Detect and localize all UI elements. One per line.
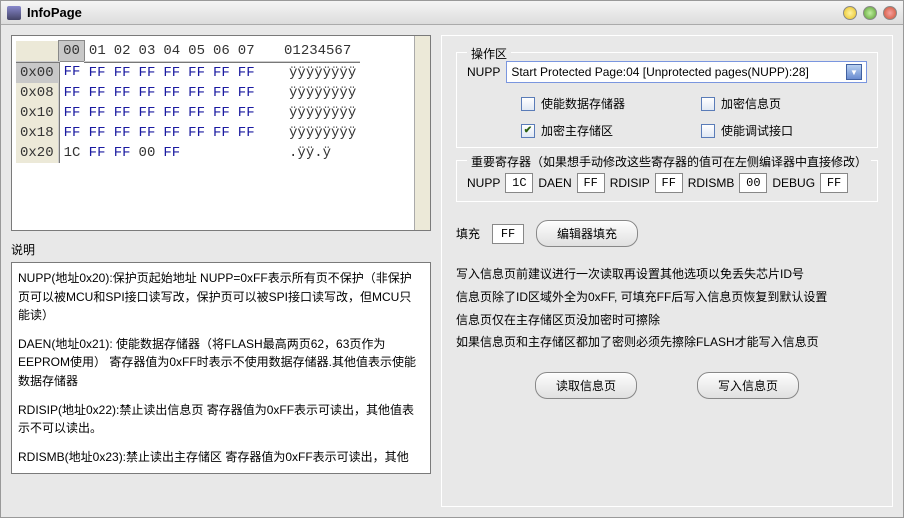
maximize-button[interactable] [863, 6, 877, 20]
fill-editor-button[interactable]: 编辑器填充 [536, 220, 638, 247]
description-label: 说明 [11, 241, 431, 258]
checkbox-box: ✔ [521, 124, 535, 138]
nupp-label: NUPP [467, 65, 500, 79]
checkbox-label: 使能调试接口 [721, 122, 793, 139]
fill-input[interactable] [492, 224, 524, 244]
content-area: 0001020304050607012345670x00FFFFFFFFFFFF… [1, 25, 903, 517]
reg-rdismb-input[interactable] [739, 173, 767, 193]
desc-line: NUPP(地址0x20):保护页起始地址 NUPP=0xFF表示所有页不保护（非… [18, 271, 412, 285]
app-icon [7, 6, 21, 20]
registers-legend: 重要寄存器（如果想手动修改这些寄存器的值可在左侧编译器中直接修改） [467, 153, 871, 170]
checkbox-data-storage[interactable]: 使能数据存储器 [521, 95, 661, 112]
close-button[interactable] [883, 6, 897, 20]
desc-line: 能读） [18, 308, 54, 322]
fill-row: 填充 编辑器填充 [456, 220, 878, 247]
nupp-dropdown[interactable]: Start Protected Page:04 [Unprotected pag… [506, 61, 867, 83]
hex-table: 0001020304050607012345670x00FFFFFFFFFFFF… [16, 40, 360, 163]
desc-line: 页可以被MCU和SPI接口读写改，保护页可以被SPI接口读写改，但MCU只 [18, 290, 411, 304]
checkbox-box [701, 124, 715, 138]
nupp-row: NUPP Start Protected Page:04 [Unprotecte… [467, 61, 867, 83]
note-line: 信息页仅在主存储区页没加密时可擦除 [456, 309, 878, 332]
notes-block: 写入信息页前建议进行一次读取再设置其他选项以免丢失芯片ID号 信息页除了ID区域… [456, 263, 878, 354]
left-column: 0001020304050607012345670x00FFFFFFFFFFFF… [11, 35, 431, 507]
desc-line: RDISIP(地址0x22):禁止读出信息页 寄存器值为0xFF表示可读出，其他… [18, 403, 414, 417]
right-panel: 操作区 NUPP Start Protected Page:04 [Unprot… [441, 35, 893, 507]
checkbox-box [701, 97, 715, 111]
window-title: InfoPage [27, 5, 843, 20]
reg-nupp-label: NUPP [467, 176, 500, 190]
chevron-down-icon: ▼ [846, 64, 862, 80]
hex-editor[interactable]: 0001020304050607012345670x00FFFFFFFFFFFF… [11, 35, 431, 231]
description-textarea[interactable]: NUPP(地址0x20):保护页起始地址 NUPP=0xFF表示所有页不保护（非… [11, 262, 431, 474]
reg-daen-input[interactable] [577, 173, 605, 193]
app-window: InfoPage 0001020304050607012345670x00FFF… [0, 0, 904, 518]
reg-daen-label: DAEN [538, 176, 571, 190]
checkbox-debug[interactable]: 使能调试接口 [701, 122, 841, 139]
checkbox-label: 加密信息页 [721, 95, 781, 112]
desc-line: 示不可以读出。 [18, 421, 102, 435]
action-buttons: 读取信息页 写入信息页 [456, 372, 878, 399]
checkbox-encrypt-info[interactable]: 加密信息页 [701, 95, 841, 112]
checkbox-encrypt-main[interactable]: ✔ 加密主存储区 [521, 122, 661, 139]
checkbox-group: 使能数据存储器 加密信息页 ✔ 加密主存储区 使能调试接口 [467, 95, 867, 139]
checkbox-label: 使能数据存储器 [541, 95, 625, 112]
write-info-button[interactable]: 写入信息页 [697, 372, 799, 399]
checkbox-box [521, 97, 535, 111]
minimize-button[interactable] [843, 6, 857, 20]
titlebar: InfoPage [1, 1, 903, 25]
hex-scrollbar[interactable] [414, 36, 430, 230]
note-line: 信息页除了ID区域外全为0xFF, 可填充FF后写入信息页恢复到默认设置 [456, 286, 878, 309]
registers-fieldset: 重要寄存器（如果想手动修改这些寄存器的值可在左侧编译器中直接修改） NUPP D… [456, 160, 878, 202]
dropdown-text: Start Protected Page:04 [Unprotected pag… [511, 65, 846, 79]
registers-row: NUPP DAEN RDISIP RDISMB DEBUG [467, 173, 867, 193]
read-info-button[interactable]: 读取信息页 [535, 372, 637, 399]
reg-rdisip-label: RDISIP [610, 176, 650, 190]
desc-line: RDISMB(地址0x23):禁止读出主存储区 寄存器值为0xFF表示可读出，其… [18, 448, 424, 467]
reg-nupp-input[interactable] [505, 173, 533, 193]
reg-rdismb-label: RDISMB [688, 176, 735, 190]
operation-fieldset: 操作区 NUPP Start Protected Page:04 [Unprot… [456, 52, 878, 148]
description-section: 说明 NUPP(地址0x20):保护页起始地址 NUPP=0xFF表示所有页不保… [11, 241, 431, 507]
reg-debug-input[interactable] [820, 173, 848, 193]
note-line: 如果信息页和主存储区都加了密则必须先擦除FLASH才能写入信息页 [456, 331, 878, 354]
checkbox-label: 加密主存储区 [541, 122, 613, 139]
right-column: 操作区 NUPP Start Protected Page:04 [Unprot… [441, 35, 893, 507]
window-controls [843, 6, 897, 20]
operation-legend: 操作区 [467, 45, 511, 62]
reg-debug-label: DEBUG [772, 176, 815, 190]
desc-line: DAEN(地址0x21): 使能数据存储器（将FLASH最高两页62，63页作为… [18, 335, 424, 391]
reg-rdisip-input[interactable] [655, 173, 683, 193]
fill-label: 填充 [456, 225, 480, 242]
note-line: 写入信息页前建议进行一次读取再设置其他选项以免丢失芯片ID号 [456, 263, 878, 286]
